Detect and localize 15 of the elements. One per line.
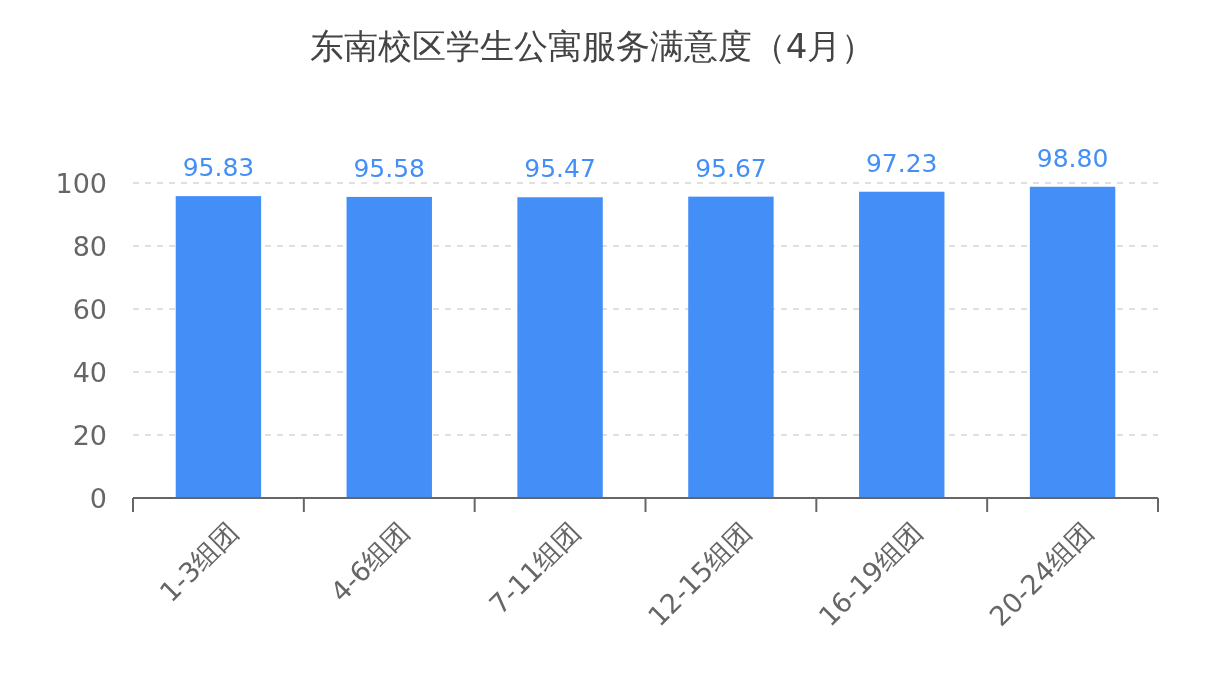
y-tick-label: 0 [89,482,107,514]
data-label: 97.23 [865,148,938,178]
y-tick-label: 20 [72,419,107,451]
chart-title: 东南校区学生公寓服务满意度（4月） [309,26,876,66]
x-tick-label: 1-3组团 [153,516,245,608]
y-tick-label: 80 [72,230,107,262]
data-label: 95.58 [353,153,426,183]
data-label: 98.80 [1036,143,1109,173]
x-tick-label: 4-6组团 [324,516,416,608]
data-label: 95.47 [524,154,596,184]
y-tick-label: 100 [55,167,107,199]
data-label: 95.67 [695,153,767,183]
data-label: 95.83 [182,153,255,183]
y-tick-label: 40 [72,356,107,388]
y-tick-label: 60 [72,293,107,325]
